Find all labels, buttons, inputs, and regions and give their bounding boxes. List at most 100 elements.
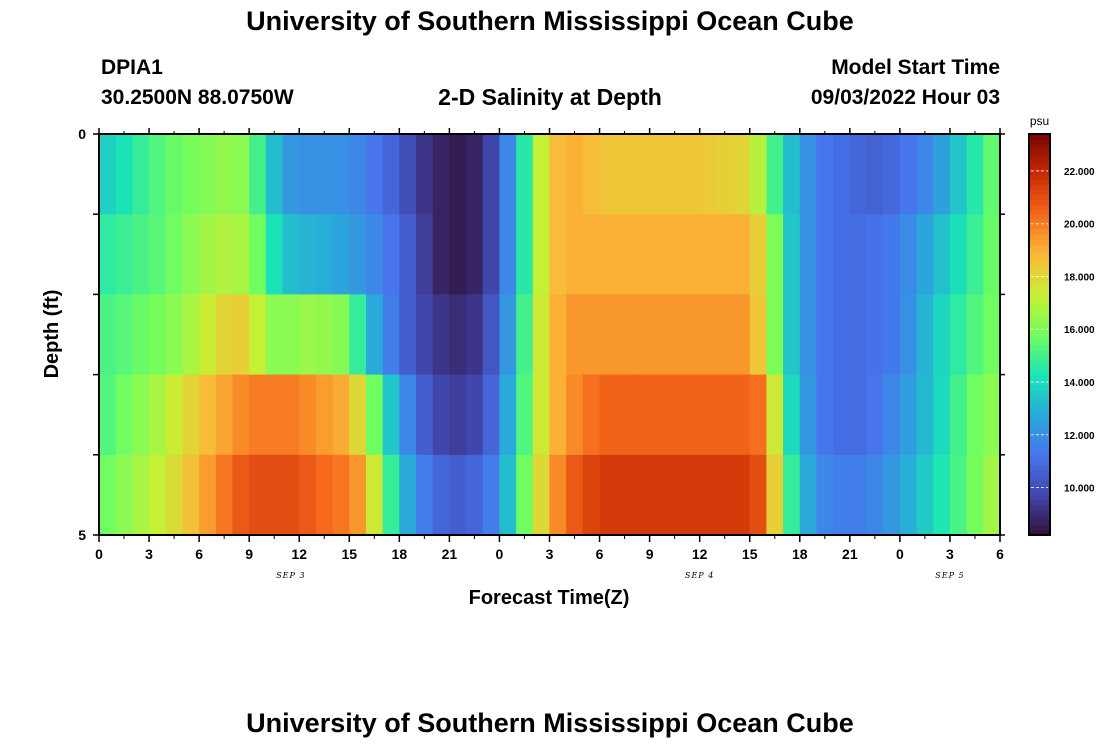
date-label: SEP 4: [685, 571, 714, 580]
heatmap-cell: [332, 214, 350, 295]
heatmap-cell: [766, 134, 784, 215]
heatmap-cell: [933, 454, 951, 536]
heatmap-cell: [432, 294, 450, 376]
heatmap-cell: [682, 134, 701, 215]
heatmap-cell: [682, 454, 701, 536]
heatmap-cell: [365, 214, 384, 295]
heatmap-cell: [516, 374, 534, 456]
colorbar-segment: [1029, 149, 1050, 155]
colorbar-segment: [1029, 329, 1050, 336]
heatmap-cell: [883, 454, 901, 536]
heatmap-cell: [99, 294, 117, 376]
heatmap-cell: [265, 374, 284, 456]
colorbar-segment: [1029, 189, 1050, 195]
heatmap-cell: [682, 214, 701, 295]
heatmap-cell: [432, 214, 450, 295]
x-tick-label: 0: [896, 546, 904, 562]
heatmap-cell: [249, 134, 267, 215]
heatmap-cell: [916, 294, 934, 376]
heatmap-cell: [599, 134, 617, 215]
colorbar-segment: [1029, 199, 1050, 205]
heatmap-cell: [499, 214, 517, 295]
heatmap-cell: [115, 454, 133, 536]
x-tick-label: 6: [996, 546, 1004, 562]
heatmap-cell: [499, 454, 517, 536]
colorbar-segment: [1029, 504, 1050, 511]
colorbar-segment: [1029, 219, 1050, 225]
heatmap-cell: [149, 454, 167, 536]
heatmap-cell: [816, 134, 834, 215]
colorbar-tick-label: 22.000: [1064, 167, 1095, 178]
x-axis: 0 3 6 9 12 15 18 21 0 3 6 9 12 15 18 21 0 3 6: [95, 128, 1004, 562]
heatmap-cell: [899, 294, 918, 376]
y-tick-label: 0: [78, 126, 86, 142]
colorbar-segment: [1029, 299, 1050, 306]
heatmap-cell: [566, 374, 584, 456]
heatmap-cell: [149, 214, 167, 295]
heatmap-cell: [232, 214, 250, 295]
heatmap-cell: [749, 214, 768, 295]
colorbar-segment: [1029, 269, 1050, 275]
heatmap-cell: [849, 374, 868, 456]
heatmap-cell: [783, 134, 801, 215]
heatmap-cell: [299, 454, 317, 536]
colorbar-segment: [1029, 439, 1050, 446]
colorbar-segment: [1029, 229, 1050, 235]
heatmap-cell: [649, 214, 667, 295]
heatmap-cell: [149, 134, 167, 215]
colorbar-segment: [1029, 449, 1050, 456]
footer-title: University of Southern Mississippi Ocean…: [246, 708, 854, 738]
heatmap-cell: [849, 214, 868, 295]
heatmap-cell: [499, 134, 517, 215]
heatmap-cell: [649, 374, 667, 456]
plot-title: 2-D Salinity at Depth: [438, 84, 662, 110]
heatmap-cell: [532, 294, 551, 376]
colorbar-segment: [1029, 154, 1050, 160]
colorbar-segment: [1029, 474, 1050, 481]
heatmap-cell: [866, 374, 884, 456]
colorbar-segment: [1029, 324, 1050, 331]
colorbar-segment: [1029, 519, 1050, 526]
x-tick-label: 9: [646, 546, 654, 562]
heatmap-cell: [466, 214, 484, 295]
heatmap-cell: [482, 454, 501, 536]
heatmap-cell: [199, 454, 217, 536]
heatmap-cell: [299, 374, 317, 456]
colorbar-segment: [1029, 459, 1050, 466]
colorbar-units: psu: [1030, 114, 1049, 128]
heatmap-cell: [682, 294, 701, 376]
heatmap-cell: [182, 374, 200, 456]
heatmap-cell: [716, 294, 734, 376]
heatmap-cell: [833, 374, 851, 456]
colorbar-segment: [1029, 404, 1050, 411]
colorbar-tick-label: 16.000: [1064, 325, 1095, 336]
x-tick-label: 3: [546, 546, 554, 562]
heatmap-cell: [849, 454, 868, 536]
heatmap-cell: [399, 454, 417, 536]
heatmap-cell: [883, 294, 901, 376]
heatmap-cell: [749, 294, 768, 376]
heatmap-cell: [949, 214, 968, 295]
colorbar-segment: [1029, 354, 1050, 361]
heatmap-cell: [549, 214, 567, 295]
heatmap-cell: [983, 294, 1001, 376]
heatmap-cell: [365, 134, 384, 215]
heatmap-cell: [215, 134, 234, 215]
heatmap-cell: [749, 374, 768, 456]
heatmap-cell: [165, 134, 184, 215]
heatmap-cell: [816, 374, 834, 456]
heatmap-cell: [349, 214, 367, 295]
heatmap-cell: [416, 214, 434, 295]
heatmap-cell: [215, 214, 234, 295]
x-tick-label: 12: [692, 546, 708, 562]
heatmap-cell: [966, 134, 984, 215]
heatmap-cell: [866, 294, 884, 376]
heatmap-cell: [466, 294, 484, 376]
heatmap-cell: [799, 214, 818, 295]
heatmap-cell: [249, 294, 267, 376]
colorbar-segment: [1029, 284, 1050, 290]
colorbar-segment: [1029, 274, 1050, 280]
heatmap-cell: [165, 294, 184, 376]
heatmap-cell: [115, 374, 133, 456]
heatmap-cell: [382, 134, 400, 215]
